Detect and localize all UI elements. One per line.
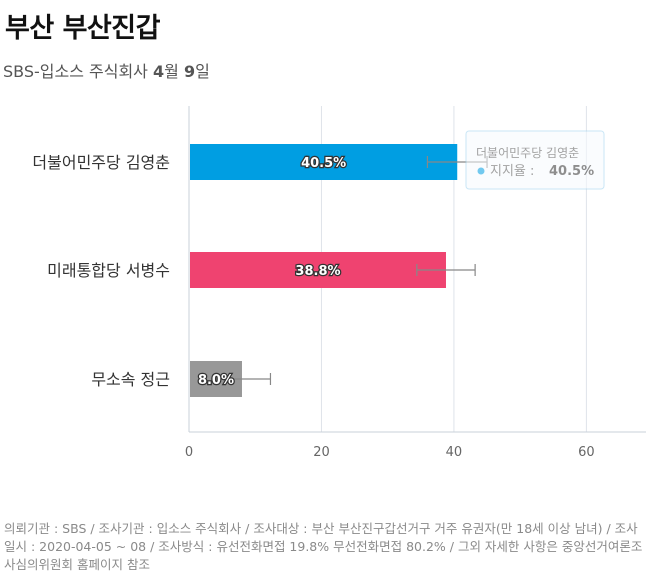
category-label-3: 무소속 정근: [91, 370, 170, 389]
data-label-2: 38.8%: [295, 264, 340, 279]
subtitle-day-unit: 일: [195, 62, 210, 81]
data-label-3: 8.0%: [198, 373, 234, 388]
bar-1: [190, 144, 458, 180]
tooltip-dot: [477, 167, 485, 175]
x-tick-label-60: 60: [578, 445, 595, 460]
subtitle-pollster: 입소스 주식회사: [39, 62, 153, 81]
bar-2: [190, 252, 446, 288]
subtitle-source: SBS-: [3, 62, 40, 81]
subtitle-month: 4: [153, 62, 165, 81]
page-title: 부산 부산진갑: [5, 13, 160, 44]
page-subtitle: SBS-입소스 주식회사 4월 9일: [3, 58, 210, 82]
data-label-1: 40.5%: [301, 156, 346, 171]
subtitle-day: 9: [183, 62, 196, 81]
x-tick-label-0: 0: [185, 445, 193, 460]
x-tick-label-20: 20: [313, 445, 330, 460]
subtitle-month-unit: 월: [164, 62, 184, 81]
x-tick-label-40: 40: [446, 445, 463, 460]
category-label-1: 더불어민주당 김영춘: [32, 153, 170, 172]
tooltip-box: [465, 130, 605, 190]
tooltip-label: 지지율 :: [490, 164, 534, 179]
category-label-2: 미래통합당 서병수: [47, 261, 170, 280]
survey-footnote: 의뢰기관 : SBS / 조사기관 : 입소스 주식회사 / 조사대상 : 부산…: [4, 521, 643, 572]
tooltip-value: 40.5%: [549, 164, 594, 179]
tooltip-title: 더불어민주당 김영춘: [476, 146, 579, 160]
bar-chart: 0 20 40 60 더불어민주당 김영춘 40.5% 미래통합당 서병수 38.8% 무소속 …: [32, 106, 646, 460]
